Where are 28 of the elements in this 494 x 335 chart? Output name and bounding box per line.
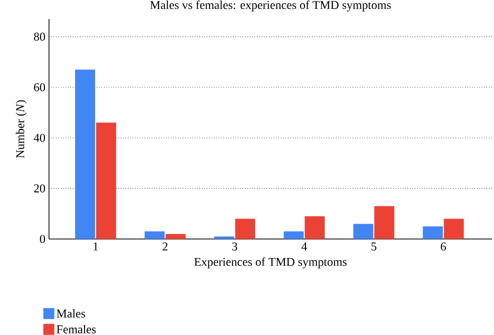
bar [214, 236, 234, 239]
bar [96, 122, 116, 239]
bar [374, 206, 394, 239]
bar [422, 226, 443, 239]
bar [444, 218, 464, 239]
bar [235, 218, 256, 239]
y-tick-label: 0 [40, 234, 46, 244]
y-tick-label: 40 [34, 134, 46, 142]
bar [353, 224, 374, 239]
bar [75, 70, 96, 239]
bar [284, 231, 304, 239]
x-tick-label: 5 [371, 242, 376, 250]
x-tick-label: 6 [440, 242, 446, 251]
y-tick-label: 80 [34, 32, 46, 41]
legend-label: Males [56, 309, 86, 318]
y-axis-title: Number (N) [16, 100, 27, 158]
chart-title: Males vs females: experiences of TMD symptoms [150, 0, 391, 12]
x-tick-label: 1 [94, 242, 98, 250]
x-tick-label: 3 [232, 242, 238, 251]
x-tick-label: 4 [301, 242, 308, 250]
y-tick-label: 60 [34, 83, 46, 92]
bar [304, 216, 325, 239]
bar [166, 234, 186, 239]
legend-label: Females [56, 324, 96, 334]
x-tick-label: 2 [162, 242, 168, 250]
x-axis-title: Experiences of TMD symptoms [194, 257, 347, 268]
y-tick-label: 20 [34, 184, 46, 192]
bar [144, 231, 165, 239]
